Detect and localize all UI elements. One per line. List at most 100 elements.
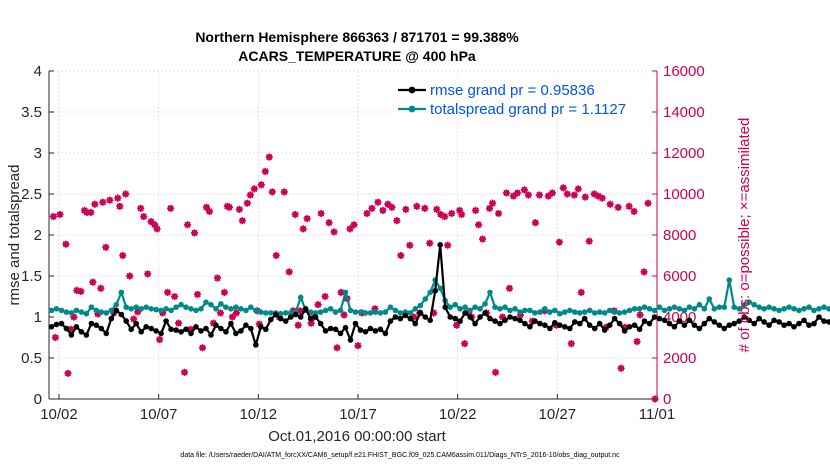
totalspread-point — [93, 307, 100, 314]
rmse-point — [312, 314, 319, 320]
obs-count-marker — [213, 274, 222, 282]
obs-count-marker — [91, 200, 99, 208]
obs-count-marker — [137, 204, 145, 212]
totalspread-point — [193, 307, 199, 314]
rmse-point — [317, 320, 324, 327]
totalspread-point — [542, 306, 548, 312]
totalspread-point — [726, 277, 733, 283]
rmse-point — [736, 318, 742, 324]
rmse-point — [671, 324, 678, 330]
y-right-tick-label: 6000 — [663, 268, 696, 285]
totalspread-point — [233, 304, 239, 311]
totalspread-point — [711, 306, 718, 312]
totalspread-point — [811, 307, 817, 314]
obs-count-marker — [130, 315, 138, 323]
obs-count-marker — [106, 196, 114, 204]
obs-count-marker — [56, 210, 64, 219]
obs-count-marker — [567, 340, 575, 348]
totalspread-point — [562, 309, 568, 315]
rmse-point — [48, 324, 55, 330]
obs-count-marker — [374, 198, 382, 206]
totalspread-point — [621, 309, 628, 315]
rmse-point — [407, 315, 414, 322]
rmse-point — [572, 319, 578, 325]
obs-count-marker — [174, 319, 183, 327]
rmse-point — [741, 314, 747, 320]
rmse-point — [676, 318, 683, 324]
totalspread-point — [387, 304, 394, 311]
rmse-point — [517, 317, 523, 324]
rmse-point — [287, 314, 294, 320]
y-right-tick-label: 0 — [663, 391, 671, 408]
rmse-point — [457, 318, 463, 324]
totalspread-point — [143, 304, 149, 311]
obs-count-marker — [220, 288, 229, 296]
totalspread-point — [591, 310, 598, 316]
totalspread-point — [268, 310, 274, 316]
legend-spread-marker — [408, 105, 416, 113]
obs-count-marker — [87, 208, 95, 217]
rmse-point — [213, 322, 219, 329]
rmse-point — [661, 317, 668, 324]
rmse-point — [751, 320, 757, 327]
rmse-point — [422, 314, 429, 320]
totalspread-point — [676, 306, 683, 312]
totalspread-point — [282, 310, 289, 316]
totalspread-point — [78, 309, 85, 315]
y-tick-label: 2.5 — [21, 186, 42, 203]
obs-count-marker — [502, 189, 511, 197]
x-axis-label: Oct.01,2016 00:00:00 start — [268, 428, 446, 445]
totalspread-point — [397, 310, 404, 316]
obs-count-marker — [402, 205, 410, 213]
totalspread-point — [721, 304, 728, 311]
y-tick-label: 1 — [34, 309, 42, 326]
totalspread-point — [572, 309, 578, 315]
totalspread-point — [258, 309, 264, 315]
obs-count-marker — [574, 185, 582, 193]
rmse-point — [73, 324, 80, 330]
rmse-point — [482, 310, 488, 316]
axes: 00.511.522.533.5402000400060008000100001… — [21, 63, 705, 423]
rmse-point — [522, 320, 528, 327]
rmse-point — [756, 315, 762, 322]
totalspread-point — [422, 296, 429, 302]
rmse-point — [387, 318, 394, 324]
obs-count-marker — [144, 270, 152, 278]
rmse-point — [253, 342, 259, 348]
obs-count-marker — [325, 219, 333, 227]
rmse-point — [786, 320, 792, 327]
rmse-point — [83, 332, 90, 338]
obs-count-marker — [388, 203, 396, 211]
y-axis-right-label: # of obs: o=possible; ×=assimilated — [736, 118, 753, 353]
rmse-point — [223, 329, 229, 335]
rmse-point — [596, 320, 603, 327]
obs-count-marker — [235, 205, 243, 213]
obs-count-marker — [119, 251, 127, 260]
totalspread-point — [477, 306, 483, 312]
obs-count-marker — [494, 209, 503, 218]
x-tick-label: 10/17 — [339, 406, 377, 423]
obs-count-marker — [225, 203, 234, 211]
rmse-point — [133, 320, 139, 327]
totalspread-point — [487, 289, 493, 296]
totalspread-point — [108, 307, 115, 314]
rmse-point — [567, 325, 573, 332]
obs-count-marker — [97, 284, 105, 292]
obs-count-marker — [250, 185, 258, 193]
obs-count-marker — [441, 212, 449, 221]
rmse-point — [611, 315, 618, 322]
totalspread-point — [382, 309, 389, 315]
obs-count-marker — [379, 206, 387, 214]
rmse-point — [238, 328, 244, 334]
obs-count-marker — [140, 212, 148, 221]
rmse-point — [268, 316, 274, 323]
rmse-point — [586, 322, 593, 329]
rmse-point — [477, 314, 483, 320]
obs-count-marker — [458, 210, 466, 219]
obs-count-marker — [246, 191, 254, 199]
legend-rmse-marker — [408, 86, 416, 94]
obs-count-marker — [606, 200, 614, 208]
totalspread-point — [447, 304, 454, 311]
totalspread-point — [357, 309, 364, 315]
obs-count-marker — [406, 241, 414, 249]
